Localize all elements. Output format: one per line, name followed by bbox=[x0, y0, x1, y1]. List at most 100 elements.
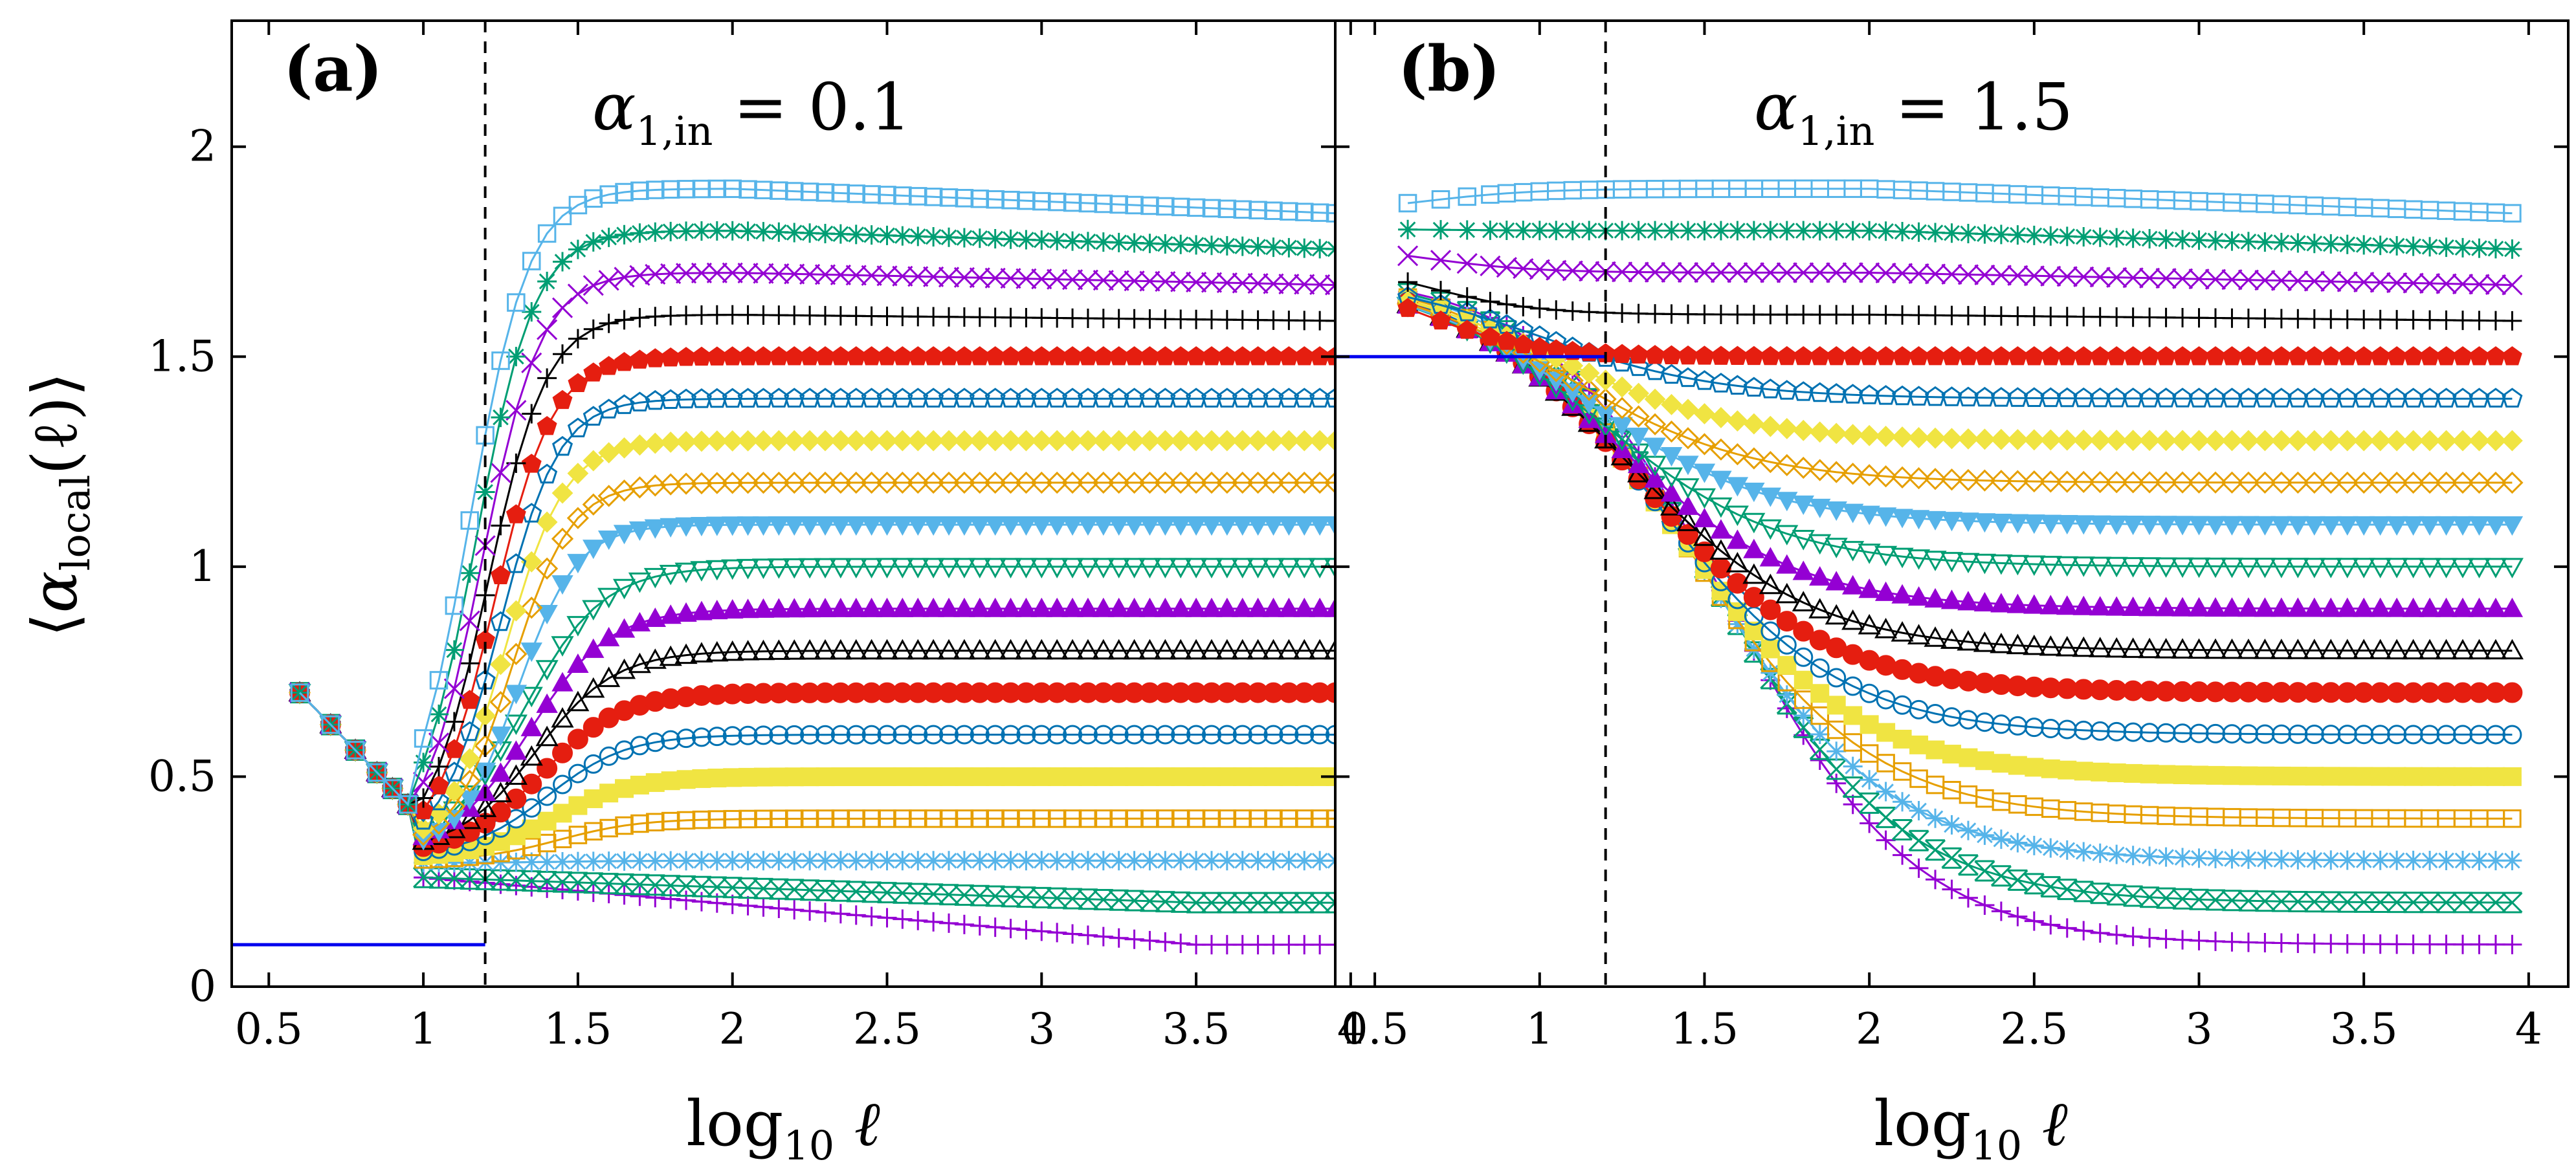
panel-b-point bbox=[1775, 525, 1799, 546]
panel-a-point bbox=[1171, 851, 1191, 871]
panel-b-point bbox=[1792, 456, 1815, 479]
panel-b-point bbox=[2255, 933, 2275, 953]
panel-a-point bbox=[645, 732, 665, 752]
panel-b-point bbox=[1990, 865, 2012, 887]
panel-a-point bbox=[458, 808, 482, 829]
panel-b-point bbox=[1693, 525, 1716, 546]
panel-a-point bbox=[985, 725, 1005, 745]
panel-b-point bbox=[2255, 766, 2274, 785]
panel-b-point bbox=[1694, 304, 1715, 324]
panel-a-point bbox=[753, 877, 774, 899]
panel-a-point bbox=[1170, 430, 1192, 452]
panel-b-point bbox=[2403, 725, 2423, 745]
panel-a-point bbox=[536, 511, 558, 533]
panel-b-point bbox=[1810, 725, 1830, 745]
panel-b-point bbox=[1776, 611, 1797, 632]
panel-b-point bbox=[1893, 305, 1913, 325]
panel-b-point bbox=[2073, 266, 2094, 287]
panel-a-point bbox=[830, 264, 851, 285]
panel-a-point bbox=[568, 239, 588, 259]
panel-b-point bbox=[1891, 547, 1914, 569]
panel-b-param-value: = 1.5 bbox=[1874, 69, 2072, 145]
panel-a-point bbox=[568, 373, 588, 392]
panel-a-point bbox=[521, 503, 542, 523]
panel-b-point bbox=[1645, 345, 1665, 364]
panel-b-point bbox=[2501, 597, 2524, 617]
panel-b-point bbox=[2420, 850, 2440, 870]
panel-a-point bbox=[722, 262, 743, 283]
panel-a-point bbox=[816, 183, 835, 202]
panel-a-point bbox=[551, 527, 574, 550]
panel-a-point bbox=[1078, 193, 1098, 213]
panel-a-point bbox=[1061, 516, 1083, 536]
panel-a-point bbox=[953, 639, 976, 660]
panel-a-point bbox=[1232, 236, 1252, 256]
panel-a-point bbox=[551, 672, 573, 692]
panel-a-point bbox=[505, 504, 526, 523]
panel-b-point bbox=[2204, 638, 2227, 659]
panel-a-point bbox=[1140, 234, 1160, 254]
panel-a-point bbox=[445, 596, 464, 615]
panel-b-point bbox=[2254, 471, 2276, 494]
panel-a-point bbox=[1186, 235, 1206, 255]
panel-b-series-0.9 bbox=[1397, 294, 2524, 617]
panel-b-point bbox=[1398, 272, 1418, 292]
panel-a-point bbox=[984, 267, 1006, 289]
panel-b-point bbox=[1726, 529, 1749, 549]
panel-b-point bbox=[2338, 767, 2357, 786]
panel-a-point bbox=[1063, 809, 1082, 828]
panel-b-x-tick-label: 1.5 bbox=[1671, 1004, 1738, 1054]
panel-a-point bbox=[939, 725, 959, 745]
panel-a-point bbox=[1046, 430, 1068, 452]
panel-b-point bbox=[1940, 512, 1963, 532]
panel-a-point bbox=[923, 883, 944, 905]
panel-a-point bbox=[1186, 851, 1206, 871]
panel-b-point bbox=[1990, 470, 2013, 492]
panel-a-point bbox=[908, 725, 928, 745]
panel-a-point bbox=[1030, 597, 1052, 617]
panel-b-point bbox=[1793, 620, 1814, 642]
panel-a-point bbox=[986, 767, 1005, 786]
panel-a-point bbox=[1047, 851, 1067, 871]
panel-b-point bbox=[2486, 767, 2505, 786]
panel-a-series-1.6 bbox=[290, 305, 1335, 815]
panel-b-point bbox=[2074, 762, 2093, 781]
panel-b-point bbox=[1760, 262, 1781, 283]
panel-a-point bbox=[537, 319, 558, 340]
panel-b-point bbox=[2502, 239, 2522, 259]
panel-a-point bbox=[924, 725, 944, 745]
panel-b-point bbox=[2320, 471, 2342, 494]
panel-a-point bbox=[984, 516, 1006, 536]
panel-a-point bbox=[1093, 516, 1115, 536]
panel-b-point bbox=[2222, 346, 2242, 366]
panel-b-point bbox=[2321, 725, 2341, 745]
panel-b-point bbox=[1958, 346, 1979, 366]
panel-b-point bbox=[2006, 554, 2029, 576]
panel-a-point bbox=[1138, 639, 1161, 660]
panel-b-point bbox=[2484, 639, 2507, 660]
panel-b-point bbox=[2105, 515, 2127, 535]
panel-a-line-0.8 bbox=[299, 650, 1335, 842]
panel-a-point bbox=[939, 767, 959, 786]
panel-b-point bbox=[1759, 519, 1782, 540]
panel-a-point bbox=[1093, 270, 1114, 291]
panel-a-point bbox=[1185, 597, 1207, 617]
panel-b-point bbox=[1908, 829, 1929, 851]
panel-b-point bbox=[2272, 766, 2291, 785]
panel-a-point bbox=[567, 283, 588, 305]
panel-a-point bbox=[1186, 892, 1207, 914]
panel-a-point bbox=[1264, 809, 1283, 828]
panel-a-point bbox=[368, 763, 386, 782]
panel-a-point bbox=[830, 851, 850, 871]
panel-a-point bbox=[815, 903, 835, 923]
panel-b-point bbox=[2271, 309, 2291, 329]
panel-a-point bbox=[1123, 471, 1146, 494]
panel-b-point bbox=[2187, 557, 2211, 578]
panel-a-point bbox=[290, 683, 309, 702]
panel-b-point bbox=[1661, 304, 1682, 324]
panel-a-point bbox=[1017, 191, 1036, 210]
panel-a-point bbox=[1015, 471, 1038, 494]
panel-b-point bbox=[2485, 239, 2505, 259]
panel-a-point bbox=[1233, 200, 1252, 219]
panel-b-point bbox=[1578, 378, 1601, 401]
